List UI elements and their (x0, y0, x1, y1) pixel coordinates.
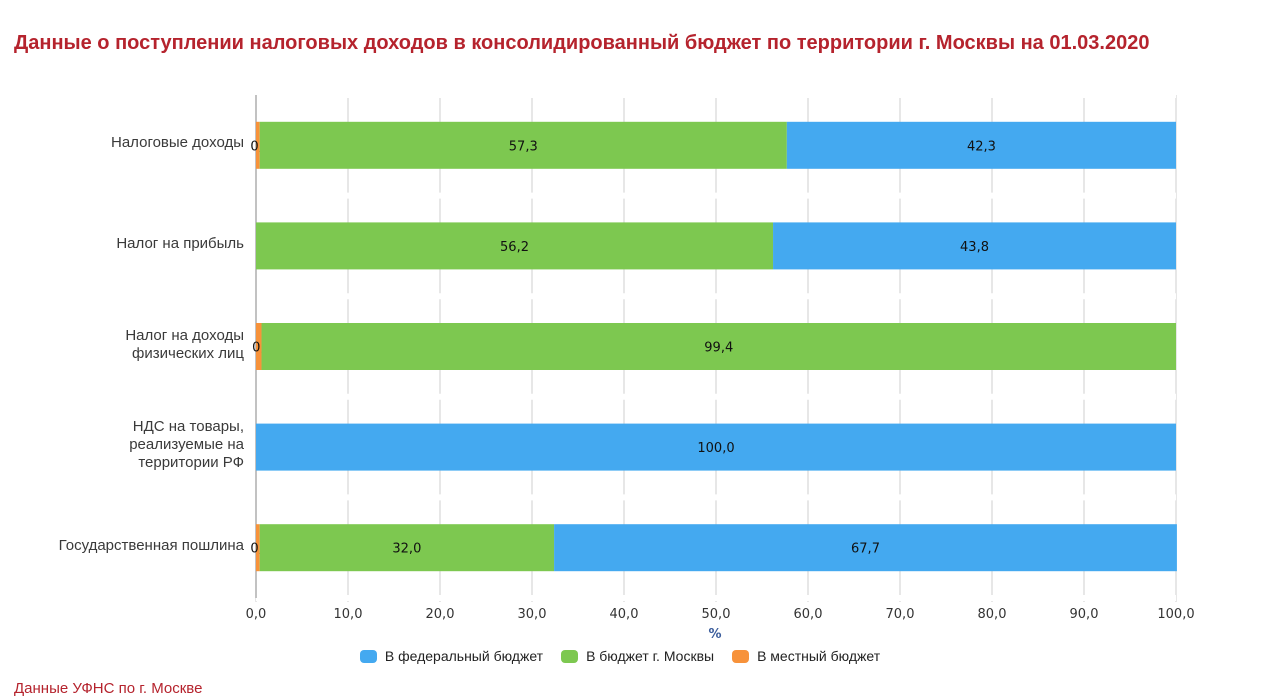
category-label: Государственная пошлина (58, 536, 244, 554)
chart-title: Данные о поступлении налоговых доходов в… (14, 32, 1150, 54)
category-label: Налог на доходы физических лиц (125, 326, 244, 362)
data-label: 99,4 (704, 341, 733, 356)
x-tick-label: 10,0 (334, 607, 363, 622)
x-axis-title: % (708, 627, 721, 642)
x-tick-label: 50,0 (702, 607, 731, 622)
data-label: 43,8 (960, 240, 989, 255)
data-label: 100,0 (697, 441, 734, 456)
data-label: 67,7 (851, 542, 880, 557)
bar-segment (786, 121, 1176, 169)
legend-label: В бюджет г. Москвы (586, 648, 715, 664)
bar-segment (259, 121, 787, 169)
category-label: НДС на товары, реализуемые на территории… (129, 418, 244, 472)
bar-segment (773, 222, 1176, 270)
legend: В федеральный бюджет В бюджет г. Москвы В … (0, 648, 1240, 664)
legend-swatch (359, 649, 377, 663)
x-tick-label: 90,0 (1070, 607, 1099, 622)
data-label: 42,3 (967, 139, 996, 154)
bar-segment (256, 222, 774, 270)
x-tick-label: 40,0 (610, 607, 639, 622)
legend-label: В федеральный бюджет (384, 648, 544, 664)
legend-swatch (732, 649, 750, 663)
source-note: Данные УФНС по г. Москве (14, 680, 203, 697)
bar-segment (256, 423, 1176, 471)
x-tick-label: 100,0 (1157, 607, 1194, 622)
category-label: Налоговые доходы (111, 134, 244, 152)
x-tick-label: 60,0 (794, 607, 823, 622)
legend-item[interactable]: В бюджет г. Москвы (561, 648, 714, 664)
x-tick-label: 80,0 (978, 607, 1007, 622)
legend-item[interactable]: В местный бюджет (732, 648, 880, 664)
bar-segment (259, 524, 555, 572)
bar-segment (256, 323, 262, 370)
x-tick-label: 30,0 (518, 607, 547, 622)
x-tick-label: 70,0 (886, 607, 915, 622)
x-tick-label: 20,0 (426, 607, 455, 622)
data-label: 32,0 (392, 542, 421, 557)
legend-swatch (561, 649, 579, 663)
data-label: 56,2 (500, 240, 529, 255)
data-label: 57,3 (509, 139, 538, 154)
x-tick-label: 0,0 (246, 607, 267, 622)
bar-segment (554, 524, 1177, 572)
legend-label: В местный бюджет (757, 648, 881, 664)
bar-segment (261, 323, 1176, 370)
category-label: Налог на прибыль (116, 234, 244, 252)
legend-item[interactable]: В федеральный бюджет (359, 648, 544, 664)
bar-segment (256, 524, 260, 572)
bar-segment (256, 121, 260, 169)
